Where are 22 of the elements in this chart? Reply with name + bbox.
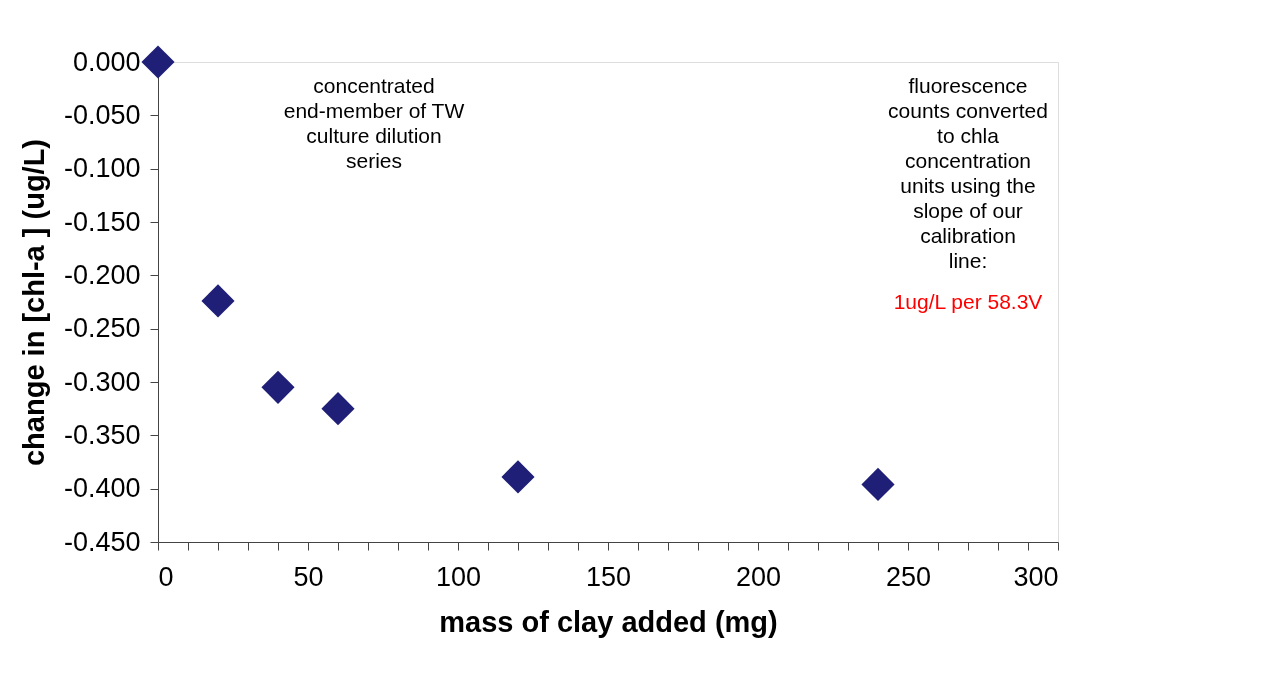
x-tick-label: 0 (158, 561, 174, 592)
x-tick-label: 150 (585, 561, 632, 592)
y-tick-label: -0.450 (63, 526, 141, 557)
y-tick-label: -0.250 (63, 313, 141, 344)
y-tick-label: -0.400 (63, 473, 141, 504)
x-tick-label: 300 (1013, 561, 1059, 592)
annotation: 1ug/L per 58.3V (893, 290, 1043, 314)
y-tick-label: -0.350 (63, 419, 141, 450)
y-axis-title: change in [chl-a ] (ug/L) (17, 138, 50, 467)
x-tick-label: 250 (885, 561, 932, 592)
y-tick-label: -0.150 (63, 206, 141, 237)
y-tick-label: -0.300 (63, 366, 141, 397)
y-tick-label: -0.100 (63, 153, 141, 184)
x-tick-label: 200 (735, 561, 782, 592)
y-tick-label: -0.200 (63, 259, 141, 290)
annotation: fluorescence counts converted to chla concentration units using the slope of our calibration line: (888, 74, 1048, 273)
x-axis-title: mass of clay added (mg) (439, 605, 778, 638)
x-tick-label: 100 (435, 561, 482, 592)
x-tick-label: 50 (293, 561, 324, 592)
y-tick-label: -0.050 (63, 99, 141, 130)
y-tick-label: 0.000 (72, 46, 141, 77)
annotation: concentrated end-member of TW culture dilution series (283, 74, 465, 173)
